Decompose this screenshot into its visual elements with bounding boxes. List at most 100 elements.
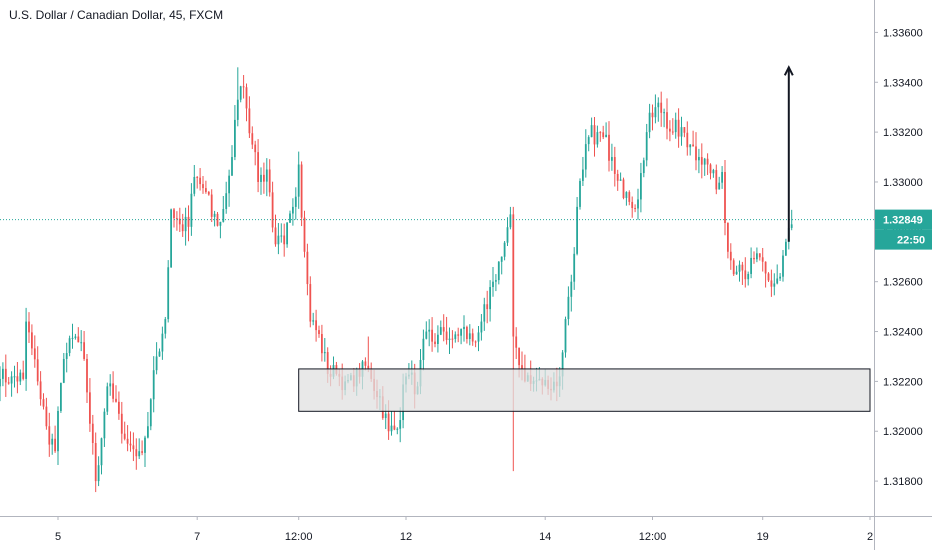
candle-body xyxy=(425,331,428,339)
candle-body xyxy=(152,370,155,400)
candle-body xyxy=(573,253,576,282)
price-axis: 1.336001.334001.332001.330001.328001.326… xyxy=(874,0,932,550)
candle-body xyxy=(587,137,590,145)
candle-body xyxy=(489,287,491,310)
projection-arrow-head xyxy=(783,65,794,76)
candle-body xyxy=(22,372,25,379)
candle-body xyxy=(582,169,584,181)
candle-body xyxy=(323,352,326,354)
candle-body xyxy=(645,132,648,161)
candle-body xyxy=(500,256,503,262)
candle-body xyxy=(62,358,65,383)
candle-body xyxy=(660,102,663,113)
candle-body xyxy=(25,321,27,379)
candle-body xyxy=(698,157,700,161)
candle-body xyxy=(718,182,721,190)
candle-body xyxy=(173,209,175,219)
candle-body xyxy=(770,280,773,287)
candle-body xyxy=(495,280,497,282)
candle-body xyxy=(457,334,460,336)
time-axis: 5 7 12:00 12 14 12:00 19 2 xyxy=(0,516,932,543)
candle-body xyxy=(294,196,297,207)
candle-body xyxy=(181,224,184,232)
candle-body xyxy=(205,188,207,192)
candle-body xyxy=(709,164,712,174)
candle-body xyxy=(602,132,605,138)
time-tick-label: 12 xyxy=(400,531,412,543)
candle-body xyxy=(149,399,152,427)
candle-body xyxy=(100,438,103,466)
candle-body xyxy=(147,426,149,438)
candle-body xyxy=(654,107,657,118)
candle-body xyxy=(103,411,106,439)
candle-body xyxy=(31,332,33,349)
candle-body xyxy=(608,134,610,161)
candle-body xyxy=(663,112,665,114)
candle-body xyxy=(700,157,703,165)
candle-body xyxy=(176,218,178,220)
candle-body xyxy=(619,179,622,181)
candle-body xyxy=(196,176,199,178)
candle-body xyxy=(579,180,581,207)
candle-body xyxy=(367,365,370,370)
candle-body xyxy=(312,320,315,322)
candle-body xyxy=(326,352,329,374)
candle-body xyxy=(466,326,468,339)
candle-body xyxy=(94,443,97,482)
candle-body xyxy=(387,413,390,432)
candle-body xyxy=(306,251,309,285)
candle-body xyxy=(4,368,7,383)
candle-body xyxy=(167,267,170,320)
candle-body xyxy=(13,376,16,378)
candle-body xyxy=(242,86,245,88)
candle-body xyxy=(213,213,216,217)
candle-body xyxy=(68,338,71,354)
time-tick-label: 12:00 xyxy=(639,531,667,543)
price-tick-label: 1.32200 xyxy=(883,376,923,388)
candle-body xyxy=(454,334,457,340)
candle-body xyxy=(599,132,602,134)
candle-body xyxy=(744,270,747,280)
candles-layer xyxy=(0,67,793,493)
candle-body xyxy=(666,112,668,129)
candle-body xyxy=(277,235,280,245)
candle-body xyxy=(750,257,752,274)
candle-body xyxy=(616,173,619,181)
candle-body xyxy=(106,386,109,412)
candle-body xyxy=(439,327,442,335)
candle-body xyxy=(184,216,187,232)
time-tick-label: 12:00 xyxy=(285,531,313,543)
candle-body xyxy=(158,351,161,357)
candle-body xyxy=(477,332,480,342)
candle-body xyxy=(686,132,689,148)
candle-body xyxy=(292,206,294,214)
candle-body xyxy=(393,425,396,430)
chart-title: U.S. Dollar / Canadian Dollar, 45, FXCM xyxy=(9,8,224,22)
candle-body xyxy=(695,146,697,161)
candle-body xyxy=(399,420,402,429)
candle-body xyxy=(263,174,265,182)
candle-body xyxy=(434,341,436,344)
current-price-label: 1.32849 xyxy=(883,215,923,227)
candle-body xyxy=(280,235,283,237)
candle-body xyxy=(683,127,686,133)
support-zone-box xyxy=(298,368,871,412)
candle-body xyxy=(590,125,593,138)
price-tick-label: 1.33400 xyxy=(883,77,923,89)
candle-body xyxy=(60,382,62,411)
candle-body xyxy=(428,329,431,332)
candle-body xyxy=(234,119,236,158)
candle-body xyxy=(677,119,680,137)
candle-body xyxy=(86,358,88,393)
candle-body xyxy=(141,451,143,453)
candle-body xyxy=(648,112,651,133)
candle-body xyxy=(756,253,758,260)
candle-body xyxy=(297,164,300,197)
candle-body xyxy=(584,144,587,170)
candle-body xyxy=(651,112,654,118)
candle-body xyxy=(753,257,755,260)
candle-body xyxy=(712,170,715,174)
candle-body xyxy=(613,157,616,174)
candle-body xyxy=(445,331,448,340)
